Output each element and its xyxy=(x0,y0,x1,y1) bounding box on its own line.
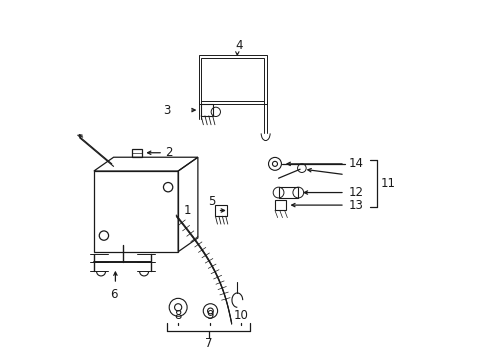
Text: 9: 9 xyxy=(206,309,214,321)
Text: 11: 11 xyxy=(380,177,395,190)
Text: 13: 13 xyxy=(348,199,363,212)
Text: 8: 8 xyxy=(174,309,182,321)
Text: 6: 6 xyxy=(110,288,117,301)
Text: 5: 5 xyxy=(208,195,215,208)
Text: 3: 3 xyxy=(163,104,171,117)
Text: 1: 1 xyxy=(183,204,191,217)
Text: 2: 2 xyxy=(164,146,172,159)
Text: 12: 12 xyxy=(348,186,363,199)
Text: 14: 14 xyxy=(348,157,363,170)
Text: 7: 7 xyxy=(204,337,212,350)
Text: 10: 10 xyxy=(233,309,248,321)
Text: 4: 4 xyxy=(235,39,243,52)
